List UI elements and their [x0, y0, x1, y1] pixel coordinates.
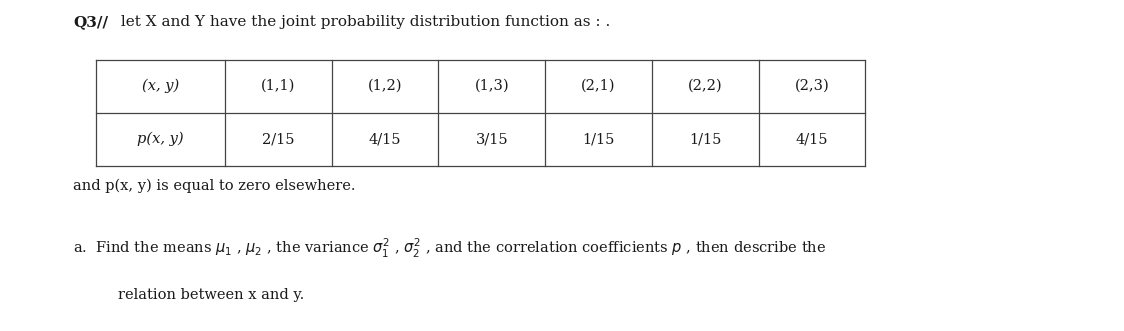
Text: (1,1): (1,1) [261, 79, 296, 93]
Text: (1,3): (1,3) [474, 79, 509, 93]
Text: (2,1): (2,1) [581, 79, 616, 93]
Text: 3/15: 3/15 [475, 132, 508, 146]
Text: Q3//: Q3// [73, 15, 108, 29]
Text: 1/15: 1/15 [582, 132, 615, 146]
Text: 4/15: 4/15 [369, 132, 401, 146]
Text: 4/15: 4/15 [796, 132, 828, 146]
Text: (1,2): (1,2) [368, 79, 402, 93]
Text: (2,2): (2,2) [688, 79, 723, 93]
Text: p(x, y): p(x, y) [137, 132, 183, 146]
Text: (x, y): (x, y) [142, 79, 179, 93]
Text: and p(x, y) is equal to zero elsewhere.: and p(x, y) is equal to zero elsewhere. [73, 179, 355, 193]
Text: let X and Y have the joint probability distribution function as : .: let X and Y have the joint probability d… [116, 15, 610, 29]
Text: relation between x and y.: relation between x and y. [118, 288, 305, 302]
Text: (2,3): (2,3) [795, 79, 830, 93]
Text: 2/15: 2/15 [262, 132, 294, 146]
Text: a.  Find the means $\mu_1$ , $\mu_2$ , the variance $\sigma_1^2$ , $\sigma_2^2$ : a. Find the means $\mu_1$ , $\mu_2$ , th… [73, 237, 826, 260]
Text: 1/15: 1/15 [689, 132, 722, 146]
